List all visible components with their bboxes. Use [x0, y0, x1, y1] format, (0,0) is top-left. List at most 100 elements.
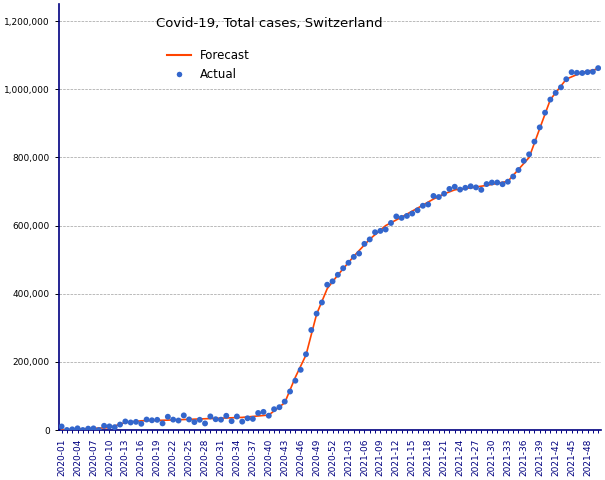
Actual [561, 75, 571, 83]
Actual [514, 166, 523, 174]
Actual [168, 416, 178, 423]
Actual [110, 423, 120, 431]
Actual [407, 210, 417, 217]
Actual [359, 240, 369, 248]
Actual [290, 377, 300, 384]
Actual [280, 398, 290, 406]
Actual [62, 426, 72, 434]
Actual [583, 68, 592, 76]
Actual [94, 426, 103, 434]
Actual [312, 310, 321, 317]
Actual [147, 417, 157, 424]
Actual [158, 420, 168, 427]
Actual [460, 184, 470, 192]
Actual [126, 419, 136, 426]
Actual [189, 418, 199, 426]
Actual [445, 185, 454, 193]
Forecast [435, 193, 442, 199]
Actual [508, 173, 518, 180]
Actual [285, 388, 295, 396]
Actual [216, 416, 226, 423]
Actual [519, 157, 529, 165]
Actual [243, 414, 252, 422]
Actual [397, 214, 407, 222]
Actual [525, 151, 534, 158]
Actual [248, 415, 258, 423]
Actual [487, 179, 497, 186]
Legend: Forecast, Actual: Forecast, Actual [162, 44, 255, 85]
Actual [253, 409, 263, 417]
Actual [471, 183, 481, 191]
Actual [179, 411, 189, 419]
Actual [322, 281, 332, 288]
Actual [333, 271, 342, 278]
Actual [206, 413, 215, 420]
Forecast [58, 427, 65, 433]
Actual [344, 259, 353, 266]
Actual [418, 202, 428, 210]
Actual [73, 424, 82, 432]
Actual [455, 186, 465, 193]
Actual [439, 190, 449, 198]
Line: Forecast: Forecast [62, 69, 598, 430]
Actual [89, 424, 99, 432]
Forecast [520, 160, 528, 166]
Actual [588, 68, 598, 76]
Forecast [159, 418, 166, 423]
Actual [535, 123, 545, 131]
Actual [264, 412, 273, 420]
Actual [434, 193, 443, 201]
Actual [546, 96, 555, 103]
Actual [67, 425, 77, 433]
Actual [424, 201, 433, 208]
Actual [376, 227, 385, 235]
Actual [551, 89, 560, 97]
Actual [328, 277, 338, 285]
Actual [482, 180, 491, 188]
Actual [556, 84, 566, 91]
Forecast [478, 183, 485, 189]
Actual [365, 236, 374, 243]
Actual [391, 213, 401, 220]
Actual [317, 299, 327, 306]
Actual [142, 416, 151, 423]
Actual [429, 192, 439, 200]
Actual [137, 420, 146, 428]
Actual [540, 109, 550, 117]
Actual [492, 179, 502, 186]
Actual [83, 425, 93, 432]
Actual [413, 206, 422, 214]
Forecast [302, 352, 310, 358]
Actual [577, 69, 587, 77]
Actual [307, 326, 316, 334]
Forecast [595, 66, 602, 72]
Actual [450, 183, 460, 191]
Actual [386, 219, 396, 227]
Actual [269, 406, 279, 413]
Actual [200, 420, 210, 427]
Text: Covid-19, Total cases, Switzerland: Covid-19, Total cases, Switzerland [157, 17, 383, 30]
Actual [301, 350, 311, 358]
Actual [370, 228, 380, 236]
Actual [338, 264, 348, 272]
Forecast [175, 417, 182, 422]
Actual [174, 417, 183, 424]
Actual [349, 253, 359, 261]
Actual [105, 422, 114, 430]
Actual [232, 413, 242, 420]
Actual [275, 403, 284, 411]
Actual [402, 212, 412, 220]
Actual [572, 69, 582, 77]
Actual [115, 420, 125, 428]
Actual [237, 418, 247, 425]
Actual [498, 180, 508, 188]
Actual [211, 415, 220, 423]
Actual [221, 412, 231, 420]
Actual [78, 426, 88, 434]
Actual [503, 178, 512, 186]
Actual [120, 418, 130, 425]
Actual [131, 418, 141, 426]
Actual [57, 422, 67, 430]
Actual [296, 366, 306, 373]
Actual [163, 413, 172, 420]
